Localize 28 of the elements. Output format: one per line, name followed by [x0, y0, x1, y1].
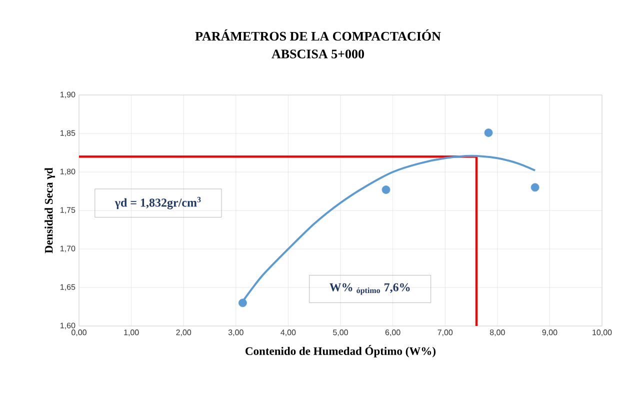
y-tick-label: 1,75	[60, 207, 76, 214]
x-tick-label: 4,00	[280, 330, 296, 336]
point	[530, 183, 540, 192]
point	[484, 128, 493, 137]
annotation: W% $_{óptimo}$ 7,6%	[330, 283, 410, 295]
annotation: γd = 1,832gr/cm$^{3}$	[114, 196, 201, 210]
x-tick-label: 1,00	[124, 330, 139, 336]
x-tick-label: 10,00	[592, 330, 612, 336]
x-tick-label: 0,00	[72, 330, 86, 336]
y-tick-label: 1,85	[60, 130, 76, 137]
y-tick-label: 1,65	[60, 284, 76, 291]
point	[382, 186, 390, 194]
chart-title: PARÁMETROS DE LA COMPACTACIÓN	[195, 29, 441, 41]
x-axis-title: Contenido de Humedad Óptimo (W%)	[246, 345, 436, 358]
y-axis-title: Densidad Seca γd	[44, 168, 56, 254]
x-tick-label: 8,00	[490, 330, 505, 336]
x-tick-label: 9,00	[542, 330, 558, 336]
y-tick-label: 1,80	[60, 168, 76, 176]
y-tick-label: 1,60	[60, 322, 76, 330]
x-tick-label: 3,00	[228, 330, 244, 336]
x-tick-label: 6,00	[385, 330, 400, 336]
x-tick-label: 5,00	[333, 330, 348, 336]
point	[238, 298, 247, 308]
x-tick-label: 7,00	[438, 330, 453, 336]
chart-subtitle: ABSCISA 5+000	[272, 50, 364, 58]
y-tick-label: 1,90	[60, 92, 76, 98]
x-tick-label: 2,00	[176, 330, 192, 336]
y-tick-label: 1,70	[60, 246, 76, 252]
